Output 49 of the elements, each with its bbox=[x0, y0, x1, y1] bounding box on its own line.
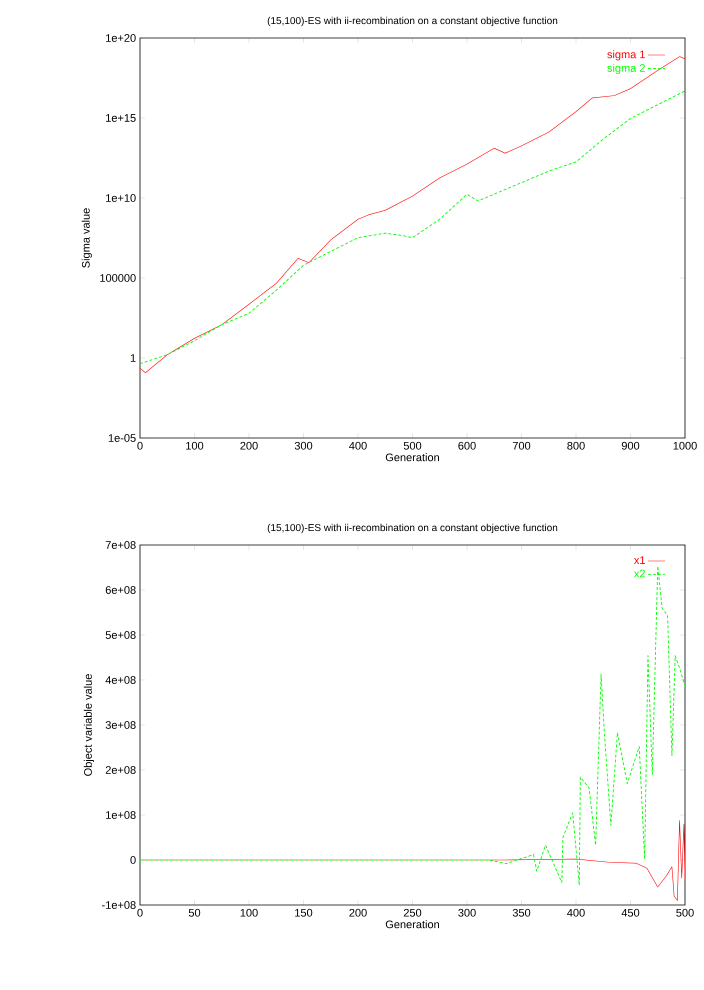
x-tick-label: 350 bbox=[512, 908, 530, 917]
chart-title: (15,100)-ES with ii-recombination on a constant objective function bbox=[268, 16, 558, 26]
x-axis-title: Generation bbox=[386, 920, 439, 928]
y-tick-label: 0 bbox=[130, 856, 136, 864]
legend-label: x2 bbox=[634, 570, 645, 578]
x-tick-label: 150 bbox=[295, 908, 312, 917]
x-tick-label: 1000 bbox=[674, 442, 697, 450]
x-tick-label: 250 bbox=[404, 908, 422, 917]
chart-title: (15,100)-ES with ii-recombination on a constant objective function bbox=[268, 524, 558, 534]
y-tick-label: 1e+10 bbox=[106, 194, 136, 202]
y-tick-label: 1e+08 bbox=[106, 811, 136, 819]
x-tick-label: 50 bbox=[188, 908, 200, 917]
legend-label: sigma 2 bbox=[607, 64, 645, 74]
x-tick-label: 0 bbox=[137, 908, 143, 917]
x-tick-label: 500 bbox=[676, 908, 694, 917]
y-tick-label: 2e+08 bbox=[106, 766, 136, 774]
y-tick-label: 5e+08 bbox=[106, 631, 136, 639]
x-tick-label: 300 bbox=[458, 908, 476, 917]
x-axis-title: Generation bbox=[386, 453, 439, 462]
x-tick-label: 450 bbox=[622, 908, 640, 917]
x-tick-label: 400 bbox=[567, 908, 585, 917]
y-axis-title: Sigma value bbox=[82, 208, 92, 268]
y-tick-label: 3e+08 bbox=[106, 721, 136, 729]
y-tick-label: 1e+15 bbox=[106, 114, 136, 122]
x-tick-label: 300 bbox=[294, 442, 312, 450]
y-tick-label: 4e+08 bbox=[105, 676, 136, 684]
x-tick-label: 200 bbox=[240, 442, 258, 450]
y-tick-label: 7e+08 bbox=[106, 541, 136, 549]
x-tick-label: 800 bbox=[567, 442, 585, 450]
x-tick-label: 0 bbox=[137, 442, 143, 450]
x-tick-label: 100 bbox=[240, 908, 258, 917]
y-axis-title: Object variable value bbox=[84, 674, 94, 776]
x-tick-label: 100 bbox=[186, 442, 204, 450]
legend-label: x1 bbox=[634, 556, 645, 564]
y-tick-label: 100000 bbox=[100, 274, 136, 282]
x-tick-label: 500 bbox=[404, 442, 422, 450]
legend-label: sigma 1 bbox=[607, 50, 645, 60]
y-tick-label: 1e+20 bbox=[106, 34, 136, 42]
y-tick-label: 1 bbox=[130, 354, 136, 362]
x-tick-label: 900 bbox=[622, 442, 640, 450]
line-series bbox=[140, 820, 686, 901]
x-tick-label: 700 bbox=[512, 442, 530, 450]
x-tick-label: 200 bbox=[349, 908, 367, 917]
x-tick-label: 400 bbox=[349, 442, 367, 450]
y-tick-label: 6e+08 bbox=[106, 586, 136, 594]
y-tick-label: -1e+08 bbox=[102, 901, 136, 909]
x-tick-label: 600 bbox=[458, 442, 476, 450]
line-series bbox=[140, 566, 686, 886]
y-tick-label: 1e-05 bbox=[108, 434, 136, 442]
